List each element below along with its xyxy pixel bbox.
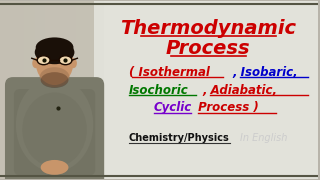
Ellipse shape — [36, 37, 73, 57]
Ellipse shape — [70, 58, 77, 68]
Text: , Isobaric,: , Isobaric, — [232, 66, 298, 79]
Ellipse shape — [79, 93, 99, 167]
FancyBboxPatch shape — [14, 89, 95, 175]
Text: , Adiabatic,: , Adiabatic, — [203, 84, 277, 96]
Ellipse shape — [22, 93, 87, 167]
Ellipse shape — [37, 56, 50, 65]
Text: Process: Process — [166, 39, 251, 58]
Text: Thermodynamic: Thermodynamic — [120, 19, 296, 38]
FancyBboxPatch shape — [48, 65, 61, 95]
Ellipse shape — [36, 39, 73, 85]
Text: Process ): Process ) — [195, 101, 259, 114]
Ellipse shape — [41, 72, 68, 88]
Text: Cyclic: Cyclic — [154, 101, 192, 114]
Text: Chemistry/Physics: Chemistry/Physics — [129, 133, 230, 143]
Ellipse shape — [59, 56, 72, 65]
FancyBboxPatch shape — [0, 1, 4, 179]
FancyBboxPatch shape — [0, 1, 317, 179]
FancyBboxPatch shape — [0, 1, 94, 179]
Ellipse shape — [40, 67, 69, 87]
Ellipse shape — [41, 160, 68, 175]
Ellipse shape — [16, 78, 93, 172]
Text: ( Isothermal: ( Isothermal — [129, 66, 210, 79]
Ellipse shape — [35, 40, 75, 64]
FancyBboxPatch shape — [5, 77, 104, 180]
Text: In English: In English — [240, 133, 287, 143]
Text: Isochoric: Isochoric — [129, 84, 189, 96]
Ellipse shape — [32, 58, 39, 68]
Ellipse shape — [6, 85, 28, 164]
